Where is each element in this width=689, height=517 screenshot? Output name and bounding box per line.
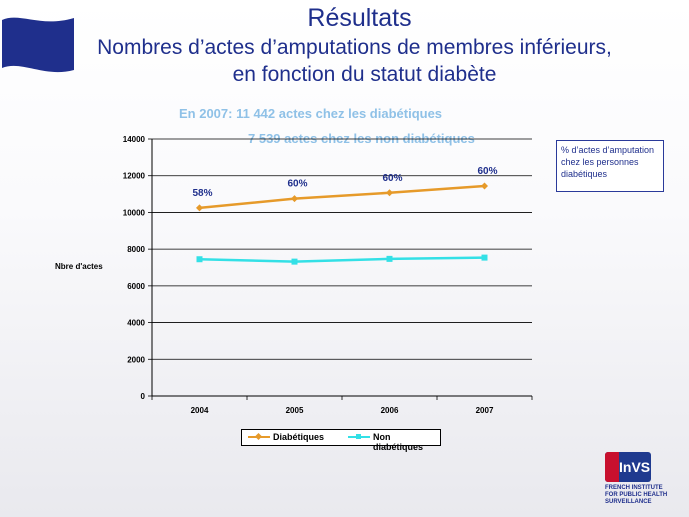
data-point	[196, 204, 203, 212]
y-tick-label: 12000	[123, 172, 146, 181]
data-label: 58%	[192, 188, 212, 199]
series-line-0	[199, 184, 485, 210]
data-point	[481, 182, 488, 190]
slide-subtitle-line-1: Nombres d’actes d’amputations de membres…	[97, 36, 612, 59]
data-point	[291, 195, 298, 203]
data-label: 60%	[477, 166, 497, 177]
data-point	[386, 255, 393, 262]
invs-logo-text: FRENCH INSTITUTE FOR PUBLIC HEALTH SURVE…	[605, 485, 668, 505]
x-tick-label: 2004	[191, 406, 209, 415]
annotation-non-diabetic-count: 7 539 actes chez les non diabétiques	[248, 131, 475, 146]
data-point	[291, 258, 298, 265]
y-axis-label: Nbre d'actes	[55, 262, 103, 271]
data-point	[196, 256, 203, 263]
invs-badge: InVS	[605, 452, 651, 482]
slide-subtitle-line-2: en fonction du statut diabète	[232, 63, 497, 86]
data-label: 60%	[287, 179, 307, 190]
invs-logo-word: InVS	[619, 459, 651, 475]
legend-marker-non-diabetiques	[356, 434, 361, 439]
legend-label-non-diabetiques: Non diabétiques	[373, 432, 424, 452]
flag-logo	[2, 17, 74, 73]
x-tick-label: 2007	[476, 406, 494, 415]
x-tick-label: 2006	[381, 406, 399, 415]
data-point	[481, 254, 488, 261]
y-tick-label: 0	[141, 392, 146, 401]
chart-legend: Diabétiques Non diabétiques	[241, 429, 441, 452]
y-tick-label: 10000	[123, 208, 146, 217]
y-tick-label: 8000	[127, 245, 145, 254]
data-point	[386, 189, 393, 197]
legend-marker-diabetiques	[254, 432, 263, 441]
y-tick-label: 6000	[127, 282, 145, 291]
slide-title: Résultats	[307, 4, 412, 32]
y-tick-label: 4000	[127, 319, 145, 328]
data-label: 60%	[382, 173, 402, 184]
annotation-diabetic-count: En 2007: 11 442 actes chez les diabétiqu…	[179, 106, 443, 121]
legend-label-diabetiques: Diabétiques	[273, 432, 325, 442]
series-line-1	[199, 256, 485, 263]
percentage-note-box: % d’actes d’amputation chez les personne…	[556, 140, 664, 192]
y-tick-label: 2000	[127, 355, 145, 364]
x-tick-label: 2005	[286, 406, 304, 415]
y-tick-label: 14000	[123, 135, 146, 144]
